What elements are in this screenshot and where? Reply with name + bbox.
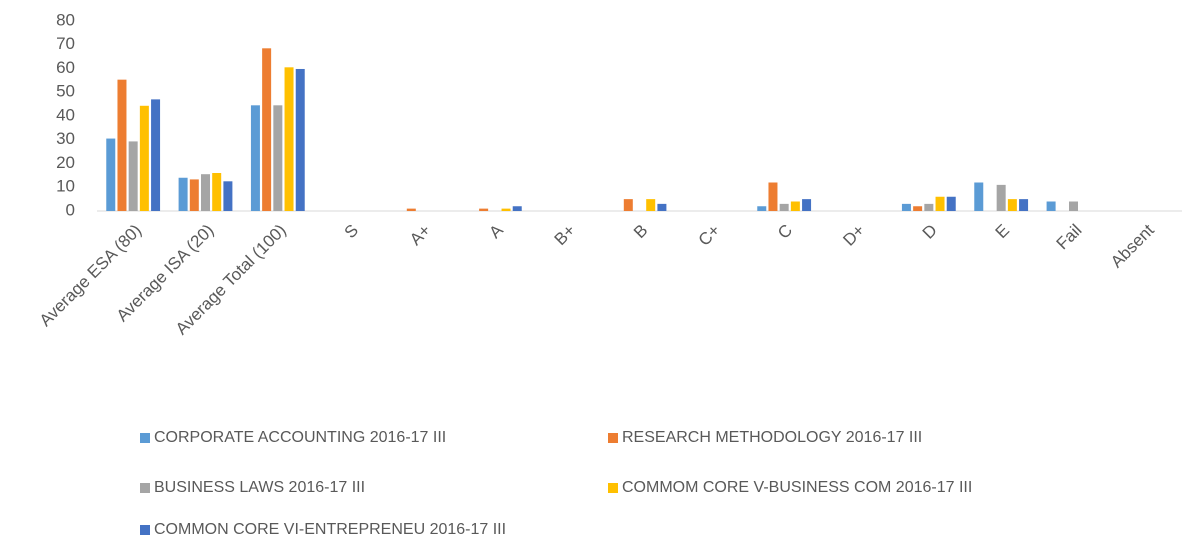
bar [757,206,767,211]
legend-label: CORPORATE ACCOUNTING 2016-17 III [154,429,446,446]
legend-label: RESEARCH METHODOLOGY 2016-17 III [622,429,922,446]
bar [924,203,934,211]
y-tick-label: 10 [56,177,75,196]
bar [201,174,210,211]
y-tick-label: 40 [56,105,75,124]
x-tick-label: S [341,221,362,242]
legend-swatch [140,483,150,493]
bar [935,196,945,211]
bar [406,208,416,211]
bar [128,141,138,211]
bar [768,182,778,211]
bar [223,181,233,211]
bar [996,184,1006,211]
bar [901,203,911,211]
bar [1046,201,1056,211]
bar [974,182,984,211]
y-tick-label: 70 [56,34,75,53]
bar [295,68,305,211]
bar [646,199,656,211]
y-tick-label: 20 [56,153,75,172]
x-tick-label: B+ [551,221,580,250]
bar [779,203,789,211]
bar [802,199,812,211]
bar [106,138,116,211]
bar [657,203,667,211]
bar [1007,199,1017,211]
x-tick-label: B [630,221,651,242]
bar [262,48,272,211]
bar [501,208,511,211]
bar [1069,201,1078,211]
legend-swatch [608,433,618,443]
legend-label: COMMON CORE VI-ENTREPRENEU 2016-17 III [154,521,506,538]
bar [139,105,149,211]
bar [913,206,923,211]
x-tick-label: A+ [406,221,435,250]
x-tick-label: A [485,220,507,242]
y-tick-label: 0 [66,200,75,219]
bar [178,177,188,211]
x-tick-label: Fail [1053,221,1086,254]
bar [273,105,283,211]
legend-swatch [140,433,150,443]
x-tick-label: C+ [695,221,724,250]
bar [790,201,800,211]
x-tick-label: E [992,221,1013,242]
y-tick-label: 60 [56,58,75,77]
bar [151,99,161,211]
x-tick-label: D+ [839,221,868,250]
x-tick-label: Absent [1107,220,1158,271]
bar [189,179,199,211]
x-tick-label: D [919,221,941,243]
bar [479,208,489,211]
bar [623,199,633,211]
x-tick-label: C [774,221,796,243]
legend-swatch [140,525,150,535]
bar [117,79,127,211]
y-tick-label: 30 [56,129,75,148]
bar [946,196,956,211]
bar [284,67,294,211]
bar [512,206,522,211]
legend-label: BUSINESS LAWS 2016-17 III [154,479,365,496]
bar [250,105,260,211]
legend-swatch [608,483,618,493]
bar [212,173,222,211]
y-tick-label: 80 [56,10,75,29]
bar [1019,199,1029,211]
legend-label: COMMOM CORE V-BUSINESS COM 2016-17 III [622,479,972,496]
y-tick-label: 50 [56,82,75,101]
